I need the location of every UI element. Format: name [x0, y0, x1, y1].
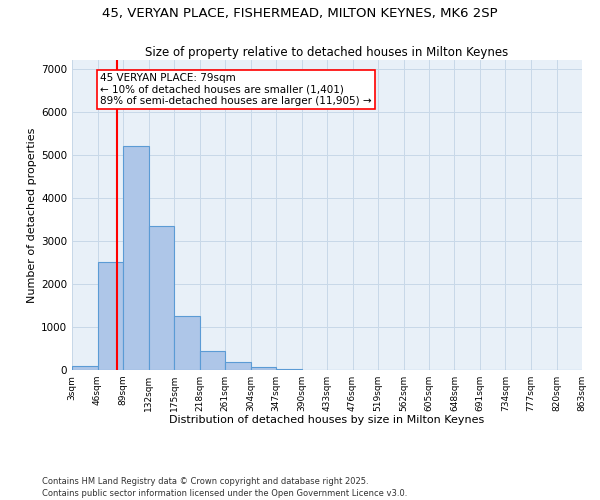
Bar: [225, 362, 251, 370]
Bar: [72, 366, 97, 370]
Bar: [276, 368, 302, 370]
Bar: [149, 226, 174, 370]
Bar: [123, 146, 149, 370]
X-axis label: Distribution of detached houses by size in Milton Keynes: Distribution of detached houses by size …: [169, 416, 485, 426]
Text: 45 VERYAN PLACE: 79sqm
← 10% of detached houses are smaller (1,401)
89% of semi-: 45 VERYAN PLACE: 79sqm ← 10% of detached…: [100, 73, 371, 106]
Bar: [251, 368, 276, 370]
Title: Size of property relative to detached houses in Milton Keynes: Size of property relative to detached ho…: [145, 46, 509, 59]
Text: Contains HM Land Registry data © Crown copyright and database right 2025.
Contai: Contains HM Land Registry data © Crown c…: [42, 476, 407, 498]
Bar: [174, 316, 199, 370]
Y-axis label: Number of detached properties: Number of detached properties: [27, 128, 37, 302]
Bar: [199, 352, 225, 370]
Bar: [97, 262, 123, 370]
Text: 45, VERYAN PLACE, FISHERMEAD, MILTON KEYNES, MK6 2SP: 45, VERYAN PLACE, FISHERMEAD, MILTON KEY…: [102, 8, 498, 20]
